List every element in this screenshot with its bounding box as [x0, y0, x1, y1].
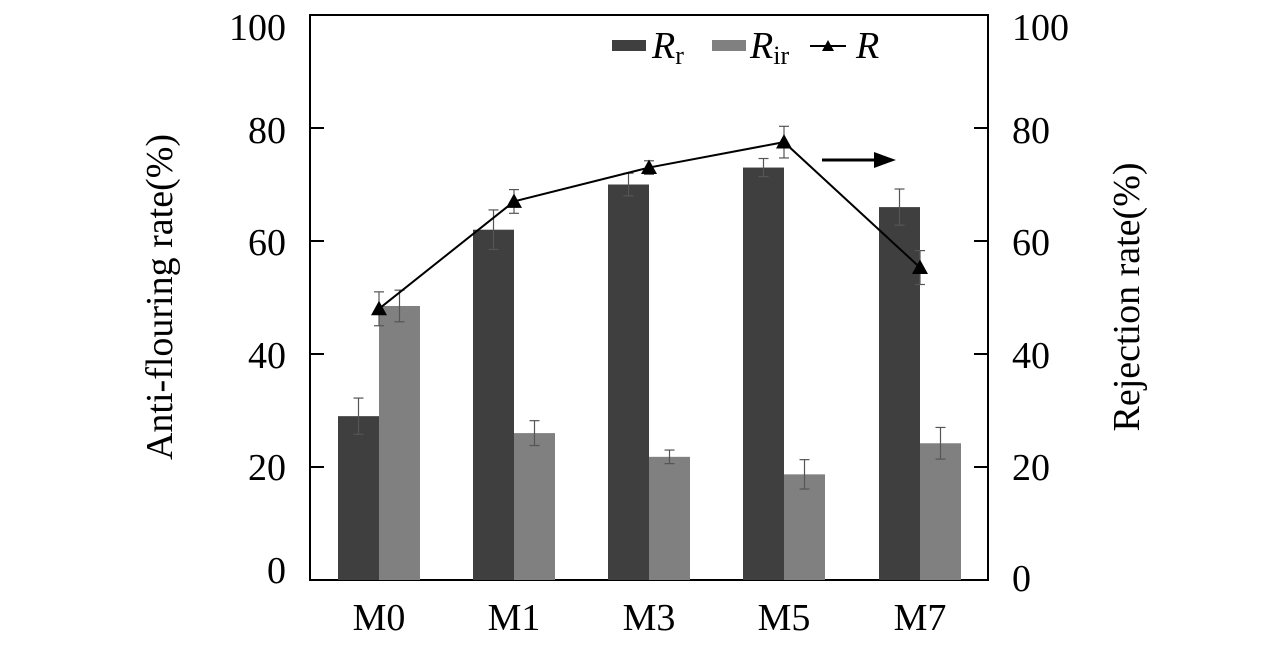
left-y-tick-label: 20 — [248, 447, 286, 489]
right-y-tick-label: 0 — [1012, 558, 1031, 600]
bar-rr-m5 — [743, 167, 784, 581]
right-y-tick-label: 100 — [1012, 7, 1069, 49]
bar-rir-m5 — [784, 474, 825, 580]
line-point-m5 — [776, 134, 792, 149]
right-y-tick-label: 80 — [1012, 110, 1050, 152]
right-y-tick-label: 40 — [1012, 335, 1050, 377]
right-axis-title: Rejection rate(%) — [1106, 162, 1148, 431]
line-point-m3 — [641, 159, 657, 174]
line-point-m7 — [912, 259, 928, 274]
line-layer — [371, 125, 928, 327]
left-axis-title: Anti-flouring rate(%) — [139, 134, 181, 460]
right-y-tick-label: 20 — [1012, 447, 1050, 489]
legend-label-rir: Rir — [749, 25, 789, 70]
bar-rr-m1 — [473, 229, 514, 580]
bar-rr-m0 — [338, 416, 379, 580]
bar-rr-m7 — [879, 207, 920, 580]
left-y-tick-labels: 0 20 40 60 80 100 — [229, 7, 286, 592]
line-point-m1 — [506, 193, 522, 208]
legend-label-r: R — [855, 25, 879, 67]
legend-swatch-rr — [612, 40, 646, 51]
legend: Rr Rir R — [612, 25, 879, 70]
arrow-head — [874, 152, 896, 168]
bar-rir-m0 — [379, 305, 420, 580]
x-tick-label: M0 — [353, 597, 406, 639]
legend-swatch-rir — [712, 40, 746, 51]
x-tick-labels: M0 M1 M3 M5 M7 — [353, 597, 947, 639]
x-tick-label: M3 — [623, 597, 676, 639]
left-y-tick-label: 100 — [229, 7, 286, 49]
right-y-tick-label: 60 — [1012, 222, 1050, 264]
legend-swatch-r-marker — [822, 40, 834, 51]
bar-rir-m1 — [514, 433, 555, 580]
left-y-tick-label: 80 — [248, 110, 286, 152]
x-tick-label: M7 — [894, 597, 947, 639]
legend-label-rr: Rr — [651, 25, 684, 70]
bars-layer — [338, 157, 961, 581]
bar-rr-m3 — [608, 184, 649, 580]
left-y-tick-label: 60 — [248, 222, 286, 264]
right-y-tick-labels: 0 20 40 60 80 100 — [1012, 7, 1069, 600]
x-tick-label: M5 — [758, 597, 811, 639]
line-point-m0 — [371, 300, 387, 316]
right-axis-arrow-annotation — [822, 152, 896, 168]
left-y-tick-label: 0 — [267, 550, 286, 592]
bar-rir-m7 — [920, 443, 961, 580]
bar-rir-m3 — [649, 456, 690, 580]
left-y-tick-label: 40 — [248, 335, 286, 377]
x-tick-label: M1 — [488, 597, 541, 639]
